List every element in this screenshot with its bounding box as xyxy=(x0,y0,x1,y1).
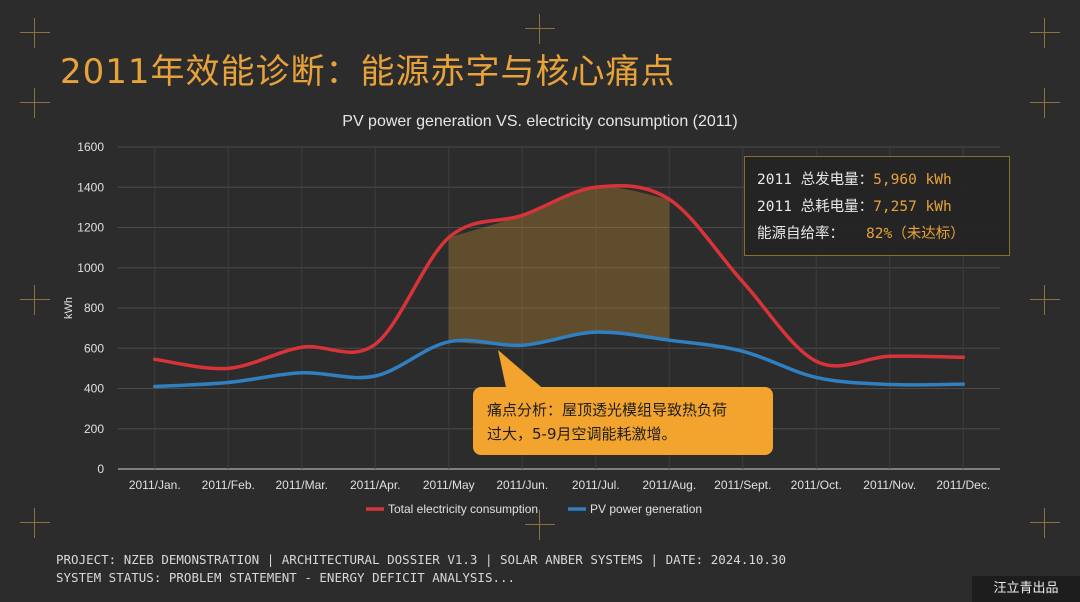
x-tick-label: 2011/Mar. xyxy=(276,478,328,492)
stats-box: 2011 总发电量：5,960 kWh 2011 总耗电量：7,257 kWh … xyxy=(744,156,1010,256)
x-tick-label: 2011/Oct. xyxy=(791,478,842,492)
corner-cross-decoration xyxy=(20,285,50,315)
y-tick-label: 1200 xyxy=(77,221,104,235)
stat-generation: 2011 总发电量：5,960 kWh xyxy=(757,167,997,194)
stat-self-sufficiency-label: 能源自给率： xyxy=(757,226,844,242)
stat-generation-value: 5,960 kWh xyxy=(873,172,952,188)
stat-consumption-value: 7,257 kWh xyxy=(873,199,952,215)
callout-pointer xyxy=(498,350,547,392)
corner-cross-decoration xyxy=(525,14,555,44)
corner-cross-decoration xyxy=(1030,88,1060,118)
x-tick-label: 2011/Aug. xyxy=(642,478,696,492)
footer-line-1: PROJECT: NZEB DEMONSTRATION | ARCHITECTU… xyxy=(56,552,786,567)
chart-title: PV power generation VS. electricity cons… xyxy=(342,113,738,130)
y-tick-label: 1000 xyxy=(77,261,104,275)
corner-cross-decoration xyxy=(1030,508,1060,538)
y-tick-label: 600 xyxy=(84,341,104,355)
page-title: 2011年效能诊断：能源赤字与核心痛点 xyxy=(60,52,676,92)
deficit-area xyxy=(448,186,670,346)
footer: PROJECT: NZEB DEMONSTRATION | ARCHITECTU… xyxy=(56,551,786,587)
x-tick-label: 2011/Jun. xyxy=(496,478,548,492)
stat-self-sufficiency-value: 82%（未达标） xyxy=(866,226,965,242)
y-tick-label: 800 xyxy=(84,301,104,315)
x-tick-label: 2011/May xyxy=(423,478,475,492)
callout-line-1: 痛点分析：屋顶透光模组导致热负荷 xyxy=(487,401,728,419)
y-tick-label: 1400 xyxy=(77,180,104,194)
footer-line-2: SYSTEM STATUS: PROBLEM STATEMENT - ENERG… xyxy=(56,570,516,585)
corner-cross-decoration xyxy=(20,18,50,48)
series-line-consumption xyxy=(153,183,965,371)
y-axis-label: kWh xyxy=(63,297,75,319)
y-tick-label: 1600 xyxy=(77,140,104,154)
series-line-pv-generation xyxy=(153,330,965,389)
corner-cross-decoration xyxy=(1030,18,1060,48)
x-tick-label: 2011/Nov. xyxy=(863,478,916,492)
legend-label: PV power generation xyxy=(590,502,702,516)
corner-cross-decoration xyxy=(1030,285,1060,315)
stat-generation-label: 2011 总发电量： xyxy=(757,172,874,188)
callout-line-2: 过大，5-9月空调能耗激增。 xyxy=(487,425,677,443)
x-tick-label: 2011/Dec. xyxy=(936,478,990,492)
x-tick-label: 2011/Sept. xyxy=(714,478,771,492)
x-tick-label: 2011/Jan. xyxy=(129,478,181,492)
legend-label: Total electricity consumption xyxy=(388,502,538,516)
y-tick-label: 0 xyxy=(97,462,104,476)
corner-cross-decoration xyxy=(525,510,555,540)
author-badge: 汪立青出品 xyxy=(972,576,1080,602)
corner-cross-decoration xyxy=(20,508,50,538)
stat-consumption-label: 2011 总耗电量： xyxy=(757,199,874,215)
x-tick-label: 2011/Apr. xyxy=(350,478,400,492)
y-tick-label: 200 xyxy=(84,422,104,436)
pain-point-callout: 痛点分析：屋顶透光模组导致热负荷 过大，5-9月空调能耗激增。 xyxy=(473,387,773,455)
x-tick-label: 2011/Jul. xyxy=(572,478,620,492)
corner-cross-decoration xyxy=(20,88,50,118)
y-tick-label: 400 xyxy=(84,382,104,396)
stat-self-sufficiency: 能源自给率： 82%（未达标） xyxy=(757,221,997,248)
x-tick-label: 2011/Feb. xyxy=(202,478,255,492)
stat-consumption: 2011 总耗电量：7,257 kWh xyxy=(757,194,997,221)
